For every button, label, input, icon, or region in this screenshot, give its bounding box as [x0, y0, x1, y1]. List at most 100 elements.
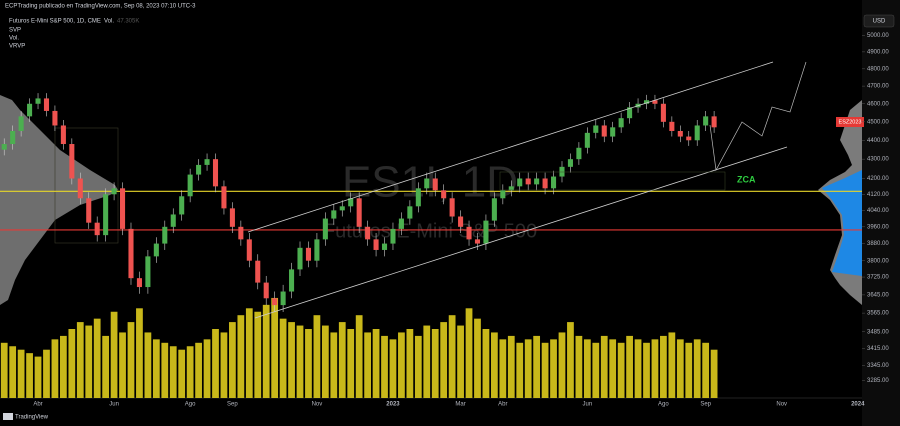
price-tag: ESZ2023 — [839, 119, 862, 125]
candle-body — [534, 178, 540, 185]
candle-body — [86, 198, 92, 223]
currency[interactable]: USD — [873, 19, 886, 25]
candle-body — [517, 178, 523, 187]
candle-body — [703, 116, 709, 126]
candle-body — [103, 194, 109, 236]
candle-body — [120, 188, 126, 229]
y-tick-label: 4500.00 — [867, 119, 889, 125]
y-tick-label: 4040.00 — [867, 208, 889, 214]
candle-body — [255, 260, 261, 283]
indicator[interactable]: Vol. — [9, 36, 19, 42]
volume-bar — [693, 339, 701, 398]
volume-bar — [212, 329, 219, 398]
candle-body — [272, 298, 278, 306]
candle-body — [170, 214, 176, 227]
y-tick-label: 3345.00 — [867, 363, 889, 369]
candle-body — [542, 178, 548, 189]
volume-bar — [389, 339, 397, 398]
x-tick-label: Ago — [185, 402, 196, 408]
channel-upper — [247, 61, 774, 233]
volume-bar — [136, 308, 143, 398]
volume-bar — [237, 315, 245, 398]
volume-bar — [203, 339, 211, 398]
candle-body — [35, 98, 41, 104]
candle-body — [314, 239, 320, 261]
volume-bar — [702, 342, 710, 398]
candle-body — [559, 166, 565, 177]
x-tick-label: Jun — [109, 402, 119, 408]
volume-bar — [127, 322, 135, 398]
candle-body — [18, 116, 24, 131]
candle-body — [660, 103, 666, 122]
candle-body — [1, 144, 7, 150]
volume-bar — [575, 335, 583, 398]
candle-body — [424, 178, 430, 189]
x-tick-label: 2024 — [851, 402, 865, 408]
candle-body — [415, 188, 421, 207]
indicator[interactable]: VRVP — [9, 44, 25, 50]
candle-body — [525, 178, 531, 185]
candle-body — [381, 243, 388, 250]
indicator[interactable]: SVP — [9, 28, 21, 34]
volume-bar — [43, 349, 50, 398]
volume-bar — [60, 335, 67, 398]
y-tick-label: 4700.00 — [867, 84, 889, 90]
symbol: Futuros E-Mini S&P 500, 1D, CME — [9, 19, 101, 25]
volume-bar — [685, 342, 693, 398]
candle-body — [289, 269, 295, 292]
y-tick-label: 4600.00 — [867, 101, 889, 107]
candle-body — [238, 226, 244, 240]
volume-bar — [643, 342, 650, 398]
candle-body — [483, 220, 489, 244]
candle-body — [567, 159, 573, 167]
candle-body — [221, 186, 227, 209]
candle-body — [348, 198, 354, 207]
volume-bar — [296, 325, 304, 398]
x-tick-label: Nov — [776, 402, 787, 408]
volume-bar — [634, 339, 642, 398]
candle-body — [43, 98, 50, 111]
y-tick-label: 3880.00 — [867, 241, 889, 247]
volume-bar — [710, 349, 718, 398]
volume-bar — [26, 353, 33, 398]
y-tick-label: 3565.00 — [867, 311, 889, 317]
zone-box — [499, 171, 726, 191]
candle-body — [711, 116, 717, 128]
candle-body — [229, 208, 235, 227]
volume-bar — [229, 322, 236, 398]
candle-body — [297, 247, 303, 270]
candle-body — [263, 282, 269, 299]
volume-bar — [676, 339, 684, 398]
candle-body — [551, 176, 557, 189]
candle-body — [576, 147, 582, 160]
volume-bar — [541, 342, 549, 398]
candle-body — [212, 159, 219, 187]
volume-bar — [406, 329, 414, 398]
candle-body — [77, 178, 83, 199]
y-tick-label: 3285.00 — [867, 378, 889, 384]
value-area — [822, 170, 862, 276]
x-tick-label: Sep — [700, 402, 711, 408]
candle-body — [128, 228, 134, 279]
candle-body — [145, 256, 151, 288]
volume-bar — [364, 332, 371, 398]
volume-bar — [85, 325, 93, 398]
volume-bar — [567, 322, 574, 398]
y-tick-label: 3725.00 — [867, 275, 889, 281]
volume-bar — [491, 332, 498, 398]
channel-lower — [254, 146, 788, 319]
y-tick-label: 3485.00 — [867, 329, 889, 335]
x-tick-label: Mar — [455, 402, 465, 408]
volume-bar — [550, 339, 557, 398]
volume-bar — [262, 304, 270, 398]
volume-bar — [34, 356, 42, 398]
currency-button[interactable] — [863, 14, 895, 28]
volume-bar — [93, 318, 101, 398]
volume-bar — [68, 329, 76, 398]
volume-bar — [609, 339, 617, 398]
volume-bar — [651, 339, 659, 398]
volume-bar — [533, 335, 541, 398]
candle-body — [677, 130, 683, 137]
right-volume-profile — [818, 100, 862, 305]
volume-bar — [507, 335, 515, 398]
